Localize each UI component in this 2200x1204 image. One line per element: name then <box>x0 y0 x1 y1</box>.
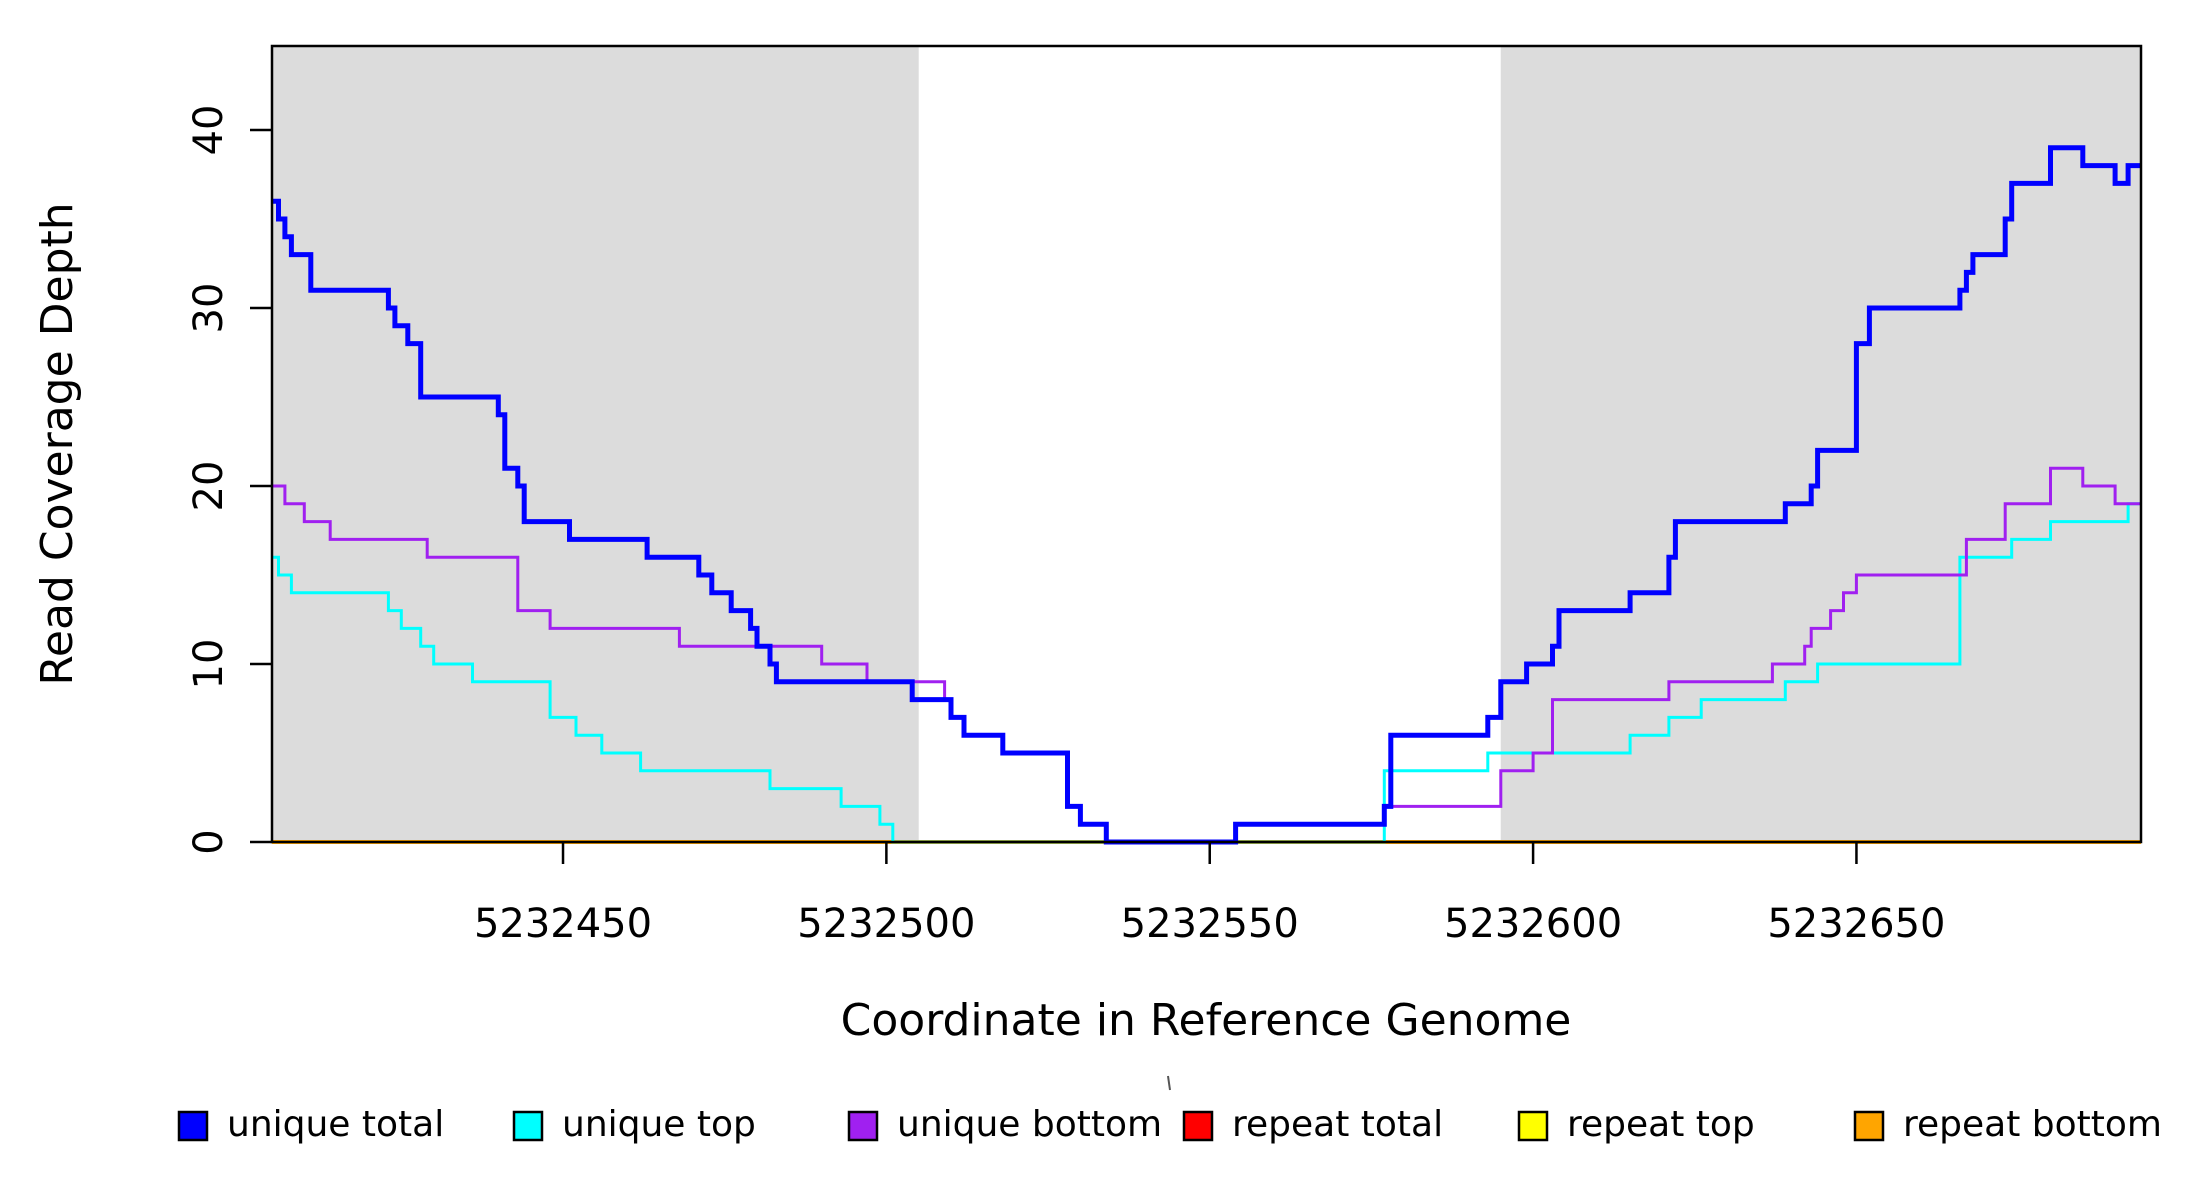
x-tick-label: 5232650 <box>1767 901 1945 947</box>
legend-swatch-unique-total <box>177 1110 209 1142</box>
stray-artifact-mark <box>1167 1075 1171 1091</box>
legend-swatch-repeat-total <box>1182 1110 1214 1142</box>
shaded-region <box>272 46 919 842</box>
legend-label-repeat-top: repeat top <box>1567 1104 1755 1145</box>
shaded-regions-layer <box>272 46 2141 842</box>
legend-swatch-repeat-top <box>1517 1110 1549 1142</box>
legend-label-repeat-bottom: repeat bottom <box>1903 1104 2162 1145</box>
series-line-unique-total <box>272 145 2141 845</box>
legend-label-unique-bottom: unique bottom <box>897 1104 1162 1145</box>
x-tick-label: 5232450 <box>474 901 652 947</box>
plot-frame <box>270 44 2143 844</box>
y-tick-label: 20 <box>186 461 232 512</box>
legend-label-unique-top: unique top <box>562 1104 756 1145</box>
y-tick-label: 40 <box>186 105 232 156</box>
x-tick-label: 5232550 <box>1121 901 1299 947</box>
y-tick-label: 0 <box>186 829 232 854</box>
legend-swatch-unique-top <box>512 1110 544 1142</box>
series-line-unique-top <box>272 502 2141 844</box>
y-tick-label: 10 <box>186 639 232 690</box>
shaded-region <box>1500 46 2141 842</box>
x-axis: 5232450 5232500 5232550 5232600 5232650 <box>474 842 1946 947</box>
x-tick-label: 5232500 <box>797 901 975 947</box>
legend-swatch-repeat-bottom <box>1853 1110 1885 1142</box>
legend-swatch-unique-bottom <box>847 1110 879 1142</box>
y-axis-title: Read Coverage Depth <box>32 202 83 685</box>
legend-label-unique-total: unique total <box>227 1104 444 1145</box>
legend: unique total unique top unique bottom repea… <box>177 1104 2162 1145</box>
y-axis: 0 10 20 30 40 <box>186 105 272 855</box>
y-tick-label: 30 <box>186 283 232 334</box>
x-tick-label: 5232600 <box>1444 901 1622 947</box>
x-axis-title: Coordinate in Reference Genome <box>841 995 1572 1046</box>
legend-label-repeat-total: repeat total <box>1232 1104 1443 1145</box>
